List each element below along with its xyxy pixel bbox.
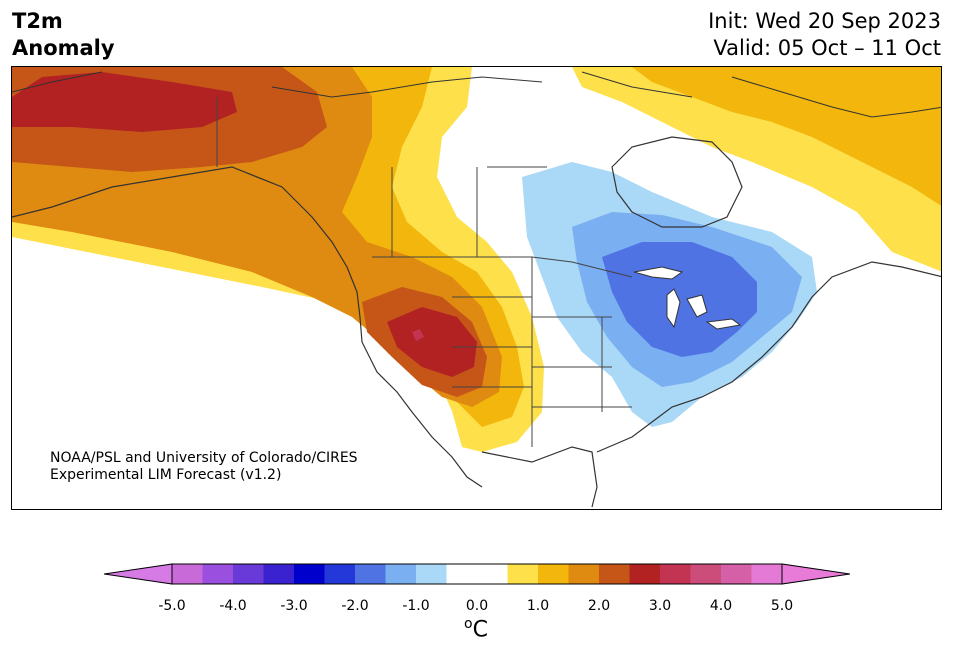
colorbar-tick-label: -3.0	[280, 598, 308, 614]
unit-degree: o	[464, 616, 473, 632]
map-canvas	[12, 67, 941, 508]
colorbar-bin	[629, 564, 661, 584]
map-title: T2m Anomaly	[12, 8, 115, 62]
colorbar-bin	[385, 564, 417, 584]
colorbar-bin	[416, 564, 447, 584]
colorbar-bin	[721, 564, 752, 584]
colorbar-over-arrow	[781, 563, 850, 585]
credit-line-1: NOAA/PSL and University of Colorado/CIRE…	[50, 450, 358, 466]
colorbar-tick-label: 1.0	[526, 598, 550, 614]
colorbar-tick-label: 0.0	[465, 598, 489, 614]
colorbar-tick-label: -2.0	[341, 598, 369, 614]
anomaly-map: NOAA/PSL and University of Colorado/CIRE…	[11, 66, 942, 510]
colorbar-bin	[477, 564, 508, 584]
colorbar-tick-label: 5.0	[770, 598, 794, 614]
colorbar	[104, 563, 850, 585]
colorbar-bin	[324, 564, 356, 584]
colorbar-tick-label: 3.0	[648, 598, 672, 614]
colorbar-bin	[172, 564, 203, 584]
credit-line-2: Experimental LIM Forecast (v1.2)	[50, 467, 282, 483]
colorbar-bin	[294, 564, 325, 584]
colorbar-tick-label: -5.0	[158, 598, 186, 614]
credit-note: NOAA/PSL and University of Colorado/CIRE…	[50, 450, 358, 484]
colorbar-bin	[599, 564, 630, 584]
colorbar-bins	[172, 564, 783, 584]
colorbar-bin	[446, 564, 478, 584]
anomaly-contour-2-0	[12, 67, 487, 397]
title-line-2: Anomaly	[12, 36, 115, 60]
anomaly-contour-2-5	[12, 72, 477, 377]
init-date: Init: Wed 20 Sep 2023	[708, 9, 941, 33]
anomaly-contour-1-0-east	[632, 67, 941, 206]
unit-letter: C	[472, 617, 488, 643]
colorbar-tick-label: 4.0	[709, 598, 733, 614]
anomaly-contour-3-0	[412, 329, 424, 341]
colorbar-bin	[355, 564, 386, 584]
colorbar-bin	[233, 564, 264, 584]
colorbar-bin	[507, 564, 539, 584]
colorbar-tick-label: -4.0	[219, 598, 247, 614]
arctic-coast	[12, 71, 941, 118]
forecast-dates: Init: Wed 20 Sep 2023 Valid: 05 Oct – 11…	[708, 8, 941, 62]
valid-date-range: Valid: 05 Oct – 11 Oct	[713, 36, 941, 60]
hudson-bay-coast	[611, 136, 743, 228]
colorbar-bin	[690, 564, 722, 584]
title-line-1: T2m	[12, 9, 63, 33]
colorbar-unit: oC	[464, 616, 488, 642]
colorbar-bin	[751, 564, 783, 584]
colorbar-tick-label: 2.0	[587, 598, 611, 614]
colorbar-outline	[171, 563, 783, 585]
colorbar-bin	[538, 564, 569, 584]
coastline	[12, 166, 941, 508]
colorbar-bin	[263, 564, 295, 584]
colorbar-bin	[202, 564, 234, 584]
colorbar-bin	[568, 564, 600, 584]
colorbar-under-arrow	[104, 563, 173, 585]
colorbar-bin	[660, 564, 691, 584]
colorbar-tick-label: -1.0	[402, 598, 430, 614]
country-borders	[216, 97, 633, 447]
great-lakes	[633, 266, 742, 330]
